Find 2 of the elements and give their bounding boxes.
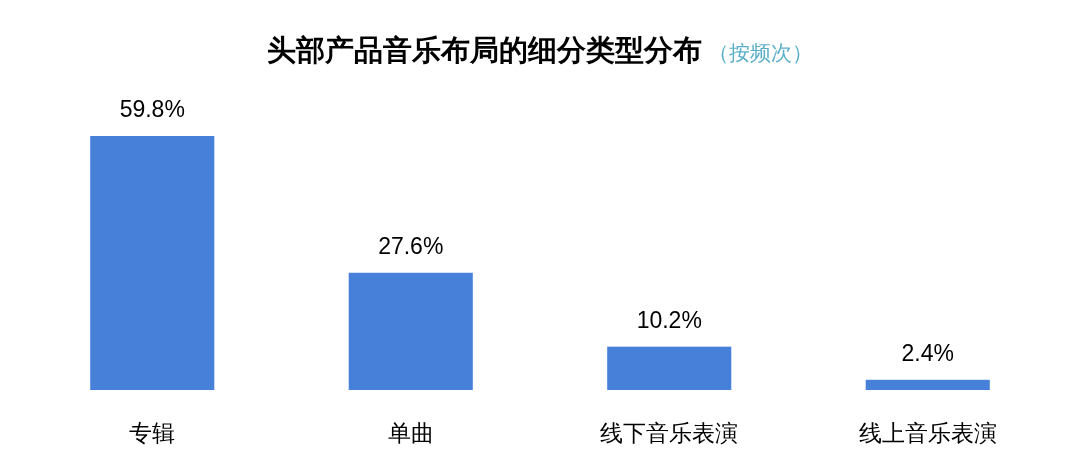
title: 头部产品音乐布局的细分类型分布 <box>267 34 702 66</box>
subtitle: （按频次） <box>708 41 813 64</box>
